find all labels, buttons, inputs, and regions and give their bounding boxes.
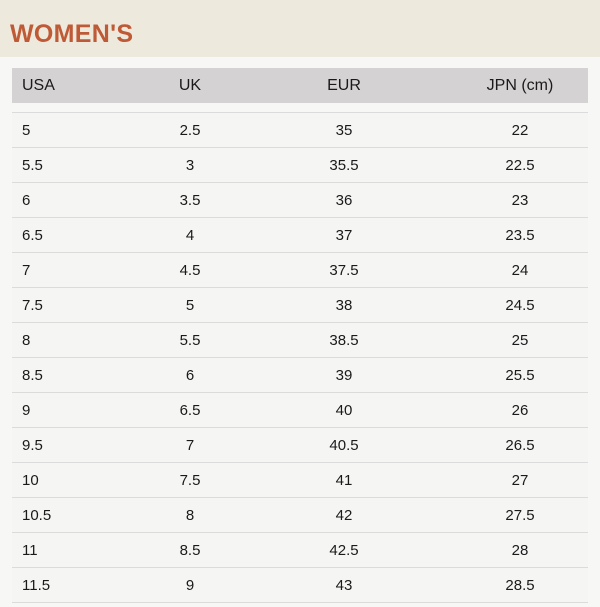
cell-eur: 41 bbox=[335, 471, 353, 489]
cell-eur: 35 bbox=[335, 121, 353, 139]
cell-eur: 37 bbox=[335, 226, 353, 244]
table-row: 10.5 8 42 27.5 bbox=[12, 497, 588, 532]
cell-uk: 8 bbox=[185, 506, 195, 524]
table-row: 11.5 9 43 28.5 bbox=[12, 567, 588, 603]
cell-jpn-cm: 27.5 bbox=[505, 506, 535, 524]
cell-usa: 11.5 bbox=[22, 576, 51, 594]
cell-usa: 5.5 bbox=[22, 156, 43, 174]
column-header-uk: UK bbox=[178, 76, 202, 94]
cell-eur: 37.5 bbox=[329, 261, 359, 279]
cell-uk: 6 bbox=[185, 366, 195, 384]
cell-uk: 3 bbox=[185, 156, 195, 174]
cell-usa: 11 bbox=[22, 541, 38, 559]
cell-uk: 4 bbox=[185, 226, 195, 244]
cell-jpn-cm: 23 bbox=[511, 191, 529, 209]
table-row: 7 4.5 37.5 24 bbox=[12, 252, 588, 287]
cell-uk: 4.5 bbox=[179, 261, 201, 279]
cell-jpn-cm: 23.5 bbox=[505, 226, 535, 244]
table-body: 5 2.5 35 22 5.5 3 35.5 22.5 6 3.5 36 23 6.5 4 37 23.5 7 4… bbox=[12, 112, 588, 603]
size-chart-table: USA UK EUR JPN (cm) 5 2.5 35 22 5.5 3 35.5 22.5 6 3.… bbox=[12, 68, 588, 603]
cell-jpn-cm: 22.5 bbox=[505, 156, 535, 174]
cell-eur: 40.5 bbox=[329, 436, 359, 454]
cell-jpn-cm: 27 bbox=[511, 471, 529, 489]
cell-eur: 38.5 bbox=[329, 331, 359, 349]
cell-uk: 7 bbox=[185, 436, 195, 454]
table-row: 9.5 7 40.5 26.5 bbox=[12, 427, 588, 462]
cell-usa: 9 bbox=[22, 401, 31, 419]
table-row: 10 7.5 41 27 bbox=[12, 462, 588, 497]
cell-usa: 7 bbox=[22, 261, 31, 279]
cell-uk: 5 bbox=[185, 296, 195, 314]
table-row: 5.5 3 35.5 22.5 bbox=[12, 147, 588, 182]
column-header-eur: EUR bbox=[327, 76, 361, 94]
cell-jpn-cm: 28 bbox=[511, 541, 529, 559]
column-header-usa: USA bbox=[22, 76, 55, 94]
cell-usa: 10 bbox=[22, 471, 39, 489]
table-row: 5 2.5 35 22 bbox=[12, 112, 588, 147]
cell-jpn-cm: 26 bbox=[511, 401, 529, 419]
cell-usa: 7.5 bbox=[22, 296, 43, 314]
page-title: WOMEN'S bbox=[10, 20, 134, 48]
cell-jpn-cm: 25 bbox=[511, 331, 529, 349]
table-row: 6 3.5 36 23 bbox=[12, 182, 588, 217]
table-row: 8 5.5 38.5 25 bbox=[12, 322, 588, 357]
table-row: 9 6.5 40 26 bbox=[12, 392, 588, 427]
table-header-row: USA UK EUR JPN (cm) bbox=[12, 68, 588, 103]
cell-usa: 10.5 bbox=[22, 506, 52, 524]
cell-usa: 6.5 bbox=[22, 226, 43, 244]
table-row: 8.5 6 39 25.5 bbox=[12, 357, 588, 392]
cell-jpn-cm: 24.5 bbox=[505, 296, 535, 314]
table-row: 11 8.5 42.5 28 bbox=[12, 532, 588, 567]
cell-jpn-cm: 24 bbox=[511, 261, 529, 279]
cell-eur: 42 bbox=[335, 506, 353, 524]
cell-usa: 6 bbox=[22, 191, 31, 209]
cell-uk: 2.5 bbox=[179, 121, 201, 139]
cell-eur: 42.5 bbox=[329, 541, 359, 559]
cell-uk: 7.5 bbox=[179, 471, 201, 489]
cell-usa: 5 bbox=[22, 121, 31, 139]
cell-eur: 39 bbox=[335, 366, 353, 384]
table-row: 7.5 5 38 24.5 bbox=[12, 287, 588, 322]
cell-jpn-cm: 28.5 bbox=[505, 576, 535, 594]
cell-jpn-cm: 22 bbox=[511, 121, 529, 139]
cell-uk: 9 bbox=[185, 576, 195, 594]
cell-jpn-cm: 26.5 bbox=[505, 436, 535, 454]
table-row: 6.5 4 37 23.5 bbox=[12, 217, 588, 252]
cell-jpn-cm: 25.5 bbox=[505, 366, 535, 384]
cell-uk: 3.5 bbox=[179, 191, 201, 209]
cell-eur: 35.5 bbox=[329, 156, 359, 174]
cell-eur: 38 bbox=[335, 296, 353, 314]
cell-eur: 36 bbox=[335, 191, 353, 209]
title-band: WOMEN'S bbox=[0, 0, 600, 57]
column-header-jpn-cm: JPN (cm) bbox=[486, 76, 554, 94]
cell-eur: 43 bbox=[335, 576, 353, 594]
cell-usa: 9.5 bbox=[22, 436, 43, 454]
cell-uk: 5.5 bbox=[179, 331, 201, 349]
cell-uk: 8.5 bbox=[179, 541, 201, 559]
cell-usa: 8.5 bbox=[22, 366, 43, 384]
cell-eur: 40 bbox=[335, 401, 353, 419]
cell-uk: 6.5 bbox=[179, 401, 201, 419]
cell-usa: 8 bbox=[22, 331, 31, 349]
